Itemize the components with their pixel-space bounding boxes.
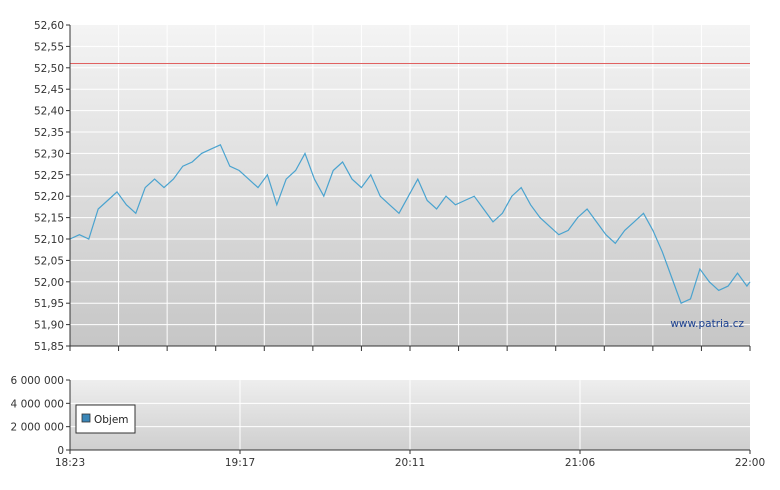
- price-y-tick-label: 51,95: [34, 298, 64, 310]
- volume-grid: [70, 380, 750, 450]
- volume-x-tick-label: 18:23: [55, 457, 85, 469]
- price-y-tick-label: 51,85: [34, 341, 64, 353]
- price-y-tick-label: 52,05: [34, 255, 64, 267]
- price-y-tick-label: 52,55: [34, 41, 64, 53]
- legend: Objem: [75, 404, 136, 434]
- price-grid: [70, 25, 750, 346]
- price-x-tick-marks: [69, 346, 751, 351]
- price-y-tick-label: 52,20: [34, 191, 64, 203]
- volume-x-tick-label: 22:00: [735, 457, 765, 469]
- volume-x-tick-label: 19:17: [225, 457, 255, 469]
- volume-x-tick-label: 21:06: [565, 457, 596, 469]
- volume-y-tick-label: 4 000 000: [11, 398, 64, 410]
- price-series-line: [69, 144, 751, 305]
- legend-label: Objem: [94, 414, 129, 426]
- volume-y-axis: 6 000 000 4 000 000 2 000 000 0: [11, 375, 70, 457]
- price-y-tick-label: 51,90: [34, 320, 64, 332]
- price-y-tick-label: 52,25: [34, 170, 64, 182]
- volume-x-tick-label: 20:11: [395, 457, 425, 469]
- price-y-tick-label: 52,30: [34, 148, 64, 160]
- price-y-axis: 52,60 52,55 52,50 52,45 52,40 52,35 52,30 52,25…: [34, 20, 70, 353]
- volume-panel: 6 000 000 4 000 000 2 000 000 0 18:23 19:17 2…: [11, 375, 766, 469]
- volume-y-tick-label: 0: [57, 445, 64, 457]
- price-panel: 52,60 52,55 52,50 52,45 52,40 52,35 52,30 52,25…: [34, 20, 751, 353]
- price-y-tick-label: 52,15: [34, 213, 64, 225]
- price-y-tick-label: 52,50: [34, 63, 64, 75]
- volume-y-tick-label: 2 000 000: [11, 422, 64, 434]
- price-y-tick-label: 52,45: [34, 84, 64, 96]
- volume-y-tick-label: 6 000 000: [11, 375, 64, 387]
- price-y-tick-label: 52,60: [34, 20, 64, 32]
- price-y-tick-label: 52,10: [34, 234, 64, 246]
- legend-swatch-icon: [81, 413, 91, 423]
- volume-x-axis: 18:23 19:17 20:11 21:06 22:00: [55, 450, 765, 469]
- watermark: www.patria.cz: [670, 318, 744, 330]
- price-y-tick-label: 52,40: [34, 106, 64, 118]
- price-y-tick-label: 52,00: [34, 277, 64, 289]
- price-y-tick-label: 52,35: [34, 127, 64, 139]
